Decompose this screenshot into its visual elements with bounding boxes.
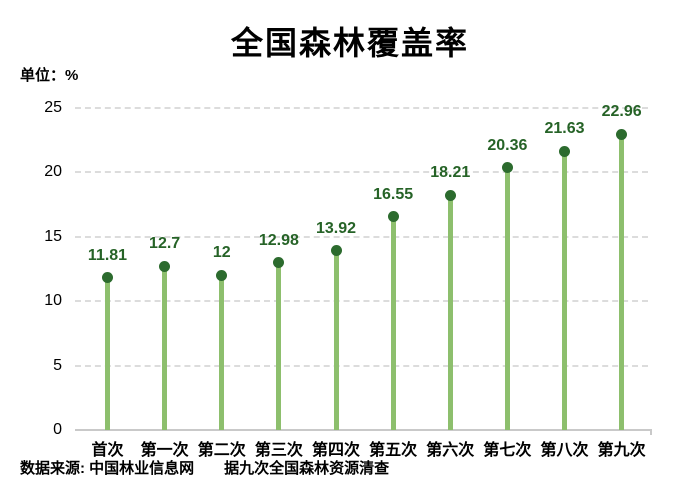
y-axis-tick-5: 5 bbox=[53, 356, 62, 374]
lollipop-stem bbox=[390, 216, 396, 430]
x-axis-label: 第七次 bbox=[483, 442, 532, 459]
value-label: 13.92 bbox=[315, 219, 357, 237]
lollipop-stem bbox=[504, 167, 510, 430]
value-label: 22.96 bbox=[601, 103, 642, 121]
value-label: 12.98 bbox=[258, 231, 299, 249]
lollipop-dot bbox=[501, 162, 513, 174]
x-axis-label: 第三次 bbox=[254, 442, 303, 459]
gridline-y20 bbox=[75, 171, 648, 174]
lollipop-stem bbox=[447, 195, 453, 430]
source-text: 数据来源: 中国林业信息网 bbox=[20, 460, 195, 477]
lollipop-stem bbox=[619, 134, 625, 430]
value-label: 20.36 bbox=[487, 136, 528, 154]
x-axis-label: 第六次 bbox=[426, 442, 475, 459]
y-axis-tick-10: 10 bbox=[44, 292, 62, 310]
lollipop-dot bbox=[387, 211, 399, 223]
lollipop-stem bbox=[333, 250, 339, 430]
lollipop-stem bbox=[162, 266, 168, 430]
value-label: 12.7 bbox=[149, 235, 181, 253]
value-label: 21.63 bbox=[544, 120, 585, 138]
source-note: 数据来源: 中国林业信息网 据九次全国森林资源清查 bbox=[20, 457, 389, 478]
lollipop-dot bbox=[159, 260, 171, 272]
lollipop-stem bbox=[562, 151, 568, 430]
lollipop-stem bbox=[276, 262, 282, 430]
lollipop-dot bbox=[559, 145, 571, 157]
lollipop-stem bbox=[219, 275, 225, 430]
unit-label: 单位：% bbox=[20, 67, 79, 84]
x-axis-label: 第五次 bbox=[369, 442, 418, 459]
chart-title: 全国森林覆盖率 bbox=[230, 25, 469, 61]
x-axis-end-tick bbox=[650, 429, 652, 435]
lollipop-dot bbox=[444, 189, 456, 201]
gridline-y25 bbox=[75, 107, 648, 109]
gridline-y10 bbox=[75, 300, 648, 303]
x-axis-label: 第一次 bbox=[140, 442, 189, 459]
gridline-y15 bbox=[75, 235, 648, 238]
x-axis-label: 第四次 bbox=[312, 442, 361, 459]
x-axis-line bbox=[75, 429, 652, 431]
lollipop-dot bbox=[616, 128, 628, 140]
y-axis-tick-20: 20 bbox=[44, 163, 62, 181]
x-axis-label: 第八次 bbox=[540, 442, 589, 459]
x-axis-label: 首次 bbox=[91, 442, 124, 459]
note-text: 据九次全国森林资源清查 bbox=[224, 460, 390, 477]
gridline-y5 bbox=[75, 364, 648, 367]
lollipop-dot bbox=[102, 272, 113, 284]
y-axis-tick-15: 15 bbox=[44, 227, 62, 245]
value-label: 12 bbox=[212, 244, 231, 262]
value-label: 11.81 bbox=[87, 246, 128, 264]
lollipop-dot bbox=[273, 257, 285, 269]
lollipop-stem bbox=[105, 277, 110, 430]
lollipop-dot bbox=[216, 269, 228, 281]
value-label: 16.55 bbox=[373, 185, 414, 203]
lollipop-dot bbox=[330, 245, 342, 257]
value-label: 18.21 bbox=[430, 164, 471, 182]
y-axis-tick-0: 0 bbox=[53, 421, 62, 438]
x-axis-label: 第二次 bbox=[197, 442, 246, 459]
y-axis-tick-25: 25 bbox=[44, 99, 62, 116]
x-axis-label: 第九次 bbox=[597, 442, 646, 459]
